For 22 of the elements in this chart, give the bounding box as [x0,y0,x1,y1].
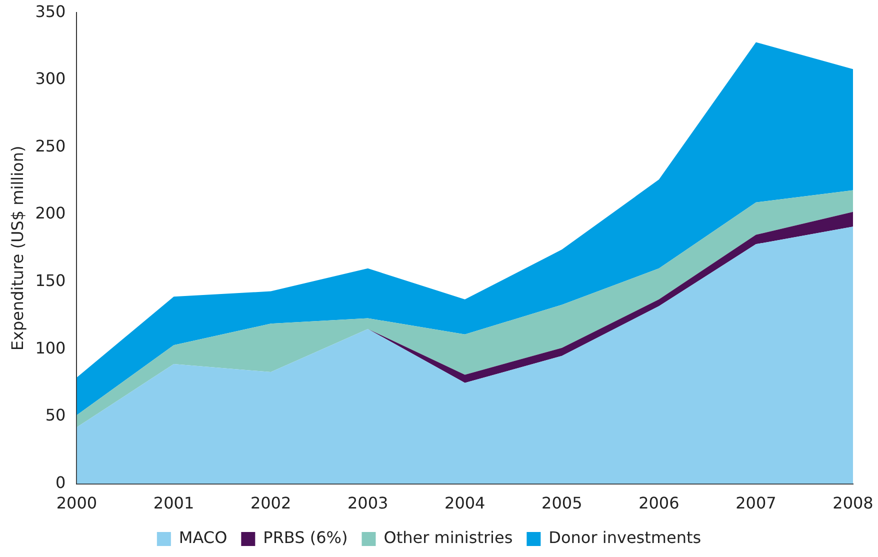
y-axis-title: Expenditure (US$ million) [8,146,27,351]
x-tick-label: 2003 [347,494,388,513]
y-tick-label: 250 [35,136,66,156]
y-tick-label: 0 [56,472,66,492]
y-tick-label: 300 [35,69,66,88]
legend-label: Donor investments [548,528,702,548]
y-tick-label: 100 [35,338,66,358]
x-tick-label: 2000 [56,494,98,513]
y-tick-label: 350 [35,2,66,21]
x-tick-label: 2005 [542,494,582,513]
x-tick-label: 2006 [638,494,680,513]
x-tick-label: 2008 [832,494,874,513]
x-tick-label: 2007 [736,494,776,513]
x-tick-label: 2001 [153,494,194,513]
y-tick-label: 150 [35,271,66,290]
x-tick-label: 2004 [444,494,486,513]
legend-label: PRBS (6%) [263,528,348,548]
x-tick-label: 2002 [250,494,292,513]
y-tick-label: 200 [35,204,66,223]
y-tick-label: 50 [45,406,66,425]
legend-label: MACO [178,528,228,548]
legend-label: Other ministries [384,528,513,548]
